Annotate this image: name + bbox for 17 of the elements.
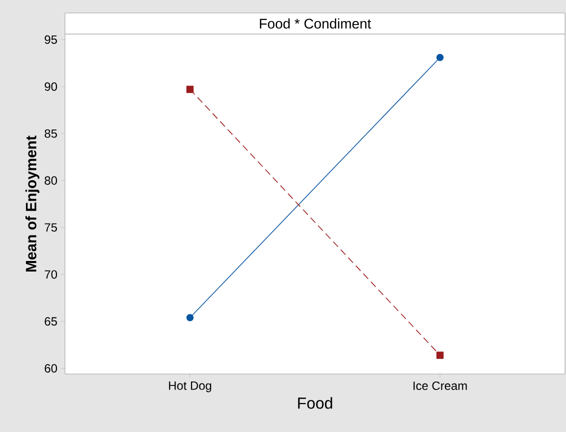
point <box>186 314 194 322</box>
y-tick-label: 75 <box>44 223 57 232</box>
y-tick-label: 85 <box>44 129 57 138</box>
y-tick-label: 80 <box>44 176 58 185</box>
y-tick-label: 65 <box>44 317 57 326</box>
y-tick-label: 90 <box>44 82 58 91</box>
x-tick-label: Ice Cream <box>414 382 467 390</box>
point <box>186 86 194 94</box>
y-tick-label: 60 <box>44 364 58 373</box>
chart-title: Food * Condiment <box>260 18 372 29</box>
x-tick-label: Hot Dog <box>169 382 212 392</box>
point <box>436 54 444 62</box>
y-tick-label: 70 <box>44 270 58 279</box>
x-axis-title: Food <box>298 397 332 409</box>
point <box>436 352 444 359</box>
y-axis-title: Mean of Enjoyment <box>25 136 40 272</box>
y-tick-label: 95 <box>44 35 57 44</box>
